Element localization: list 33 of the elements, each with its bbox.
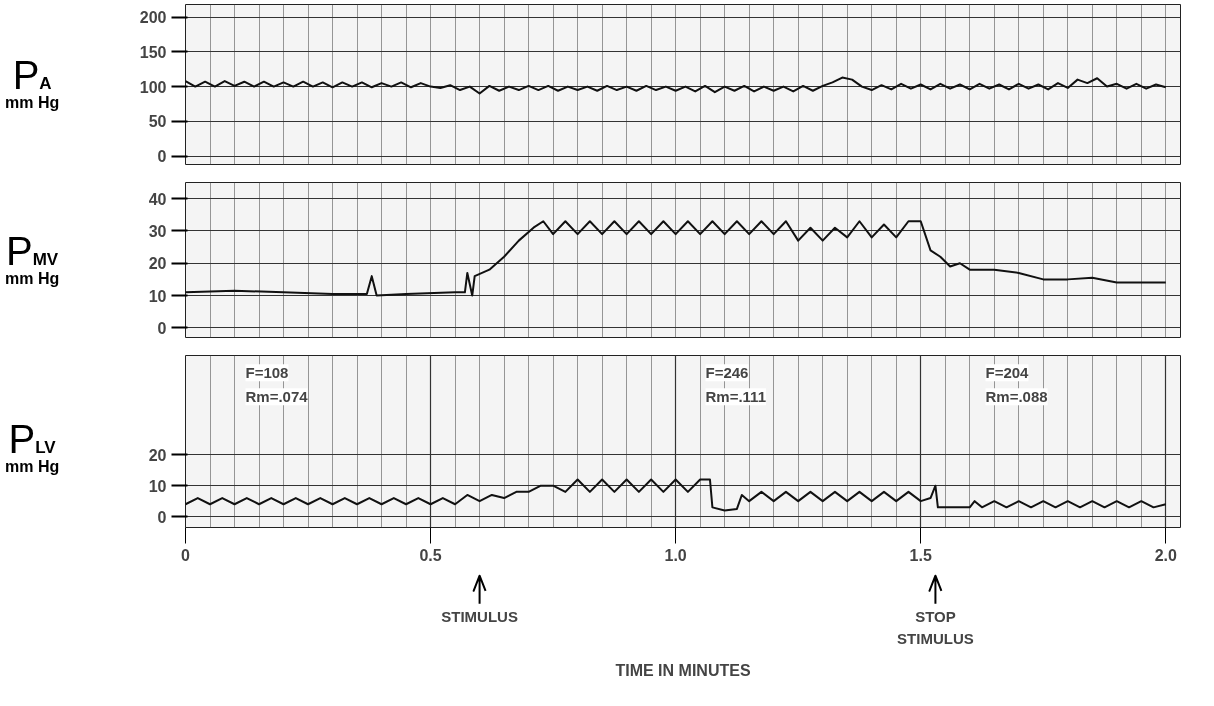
annotation: Rm=.111	[705, 388, 766, 406]
y-tick-label: 200	[139, 9, 167, 27]
annotation: STOP STIMULUS	[897, 608, 974, 648]
line-series	[185, 76, 1167, 95]
y-axis-title: PA mm Hg	[5, 53, 60, 111]
annotation: F=246	[705, 364, 749, 382]
y-tick-label: 0	[157, 508, 167, 526]
line-series	[185, 478, 1167, 512]
y-tick-label: 20	[148, 255, 167, 273]
y-axis-title: PMV mm Hg	[5, 229, 60, 287]
x-tick-label: 1.5	[909, 546, 932, 564]
y-tick-label: 0	[157, 148, 167, 166]
annotation: F=204	[985, 364, 1030, 382]
y-tick-label: 50	[148, 113, 167, 131]
x-tick-label: 0.5	[419, 546, 442, 564]
y-tick-label: 150	[139, 43, 167, 61]
annotation: STIMULUS	[441, 608, 518, 626]
x-tick-label: 0	[181, 546, 191, 564]
line-series	[185, 220, 1167, 297]
y-axis-title: PLV mm Hg	[5, 417, 60, 475]
y-tick-label: 40	[148, 190, 167, 208]
y-tick-label: 30	[148, 222, 167, 240]
y-tick-label: 10	[148, 477, 167, 495]
y-tick-label: 0	[157, 319, 167, 337]
annotation: F=108	[245, 364, 289, 382]
annotation: Rm=.074	[245, 388, 309, 406]
x-axis-title: TIME IN MINUTES	[615, 662, 751, 680]
x-tick-label: 2.0	[1154, 546, 1178, 564]
annotation: Rm=.088	[985, 388, 1048, 406]
y-tick-label: 100	[139, 78, 167, 96]
x-tick-label: 1.0	[664, 546, 687, 564]
y-tick-label: 20	[148, 446, 167, 464]
y-tick-label: 10	[148, 287, 167, 305]
